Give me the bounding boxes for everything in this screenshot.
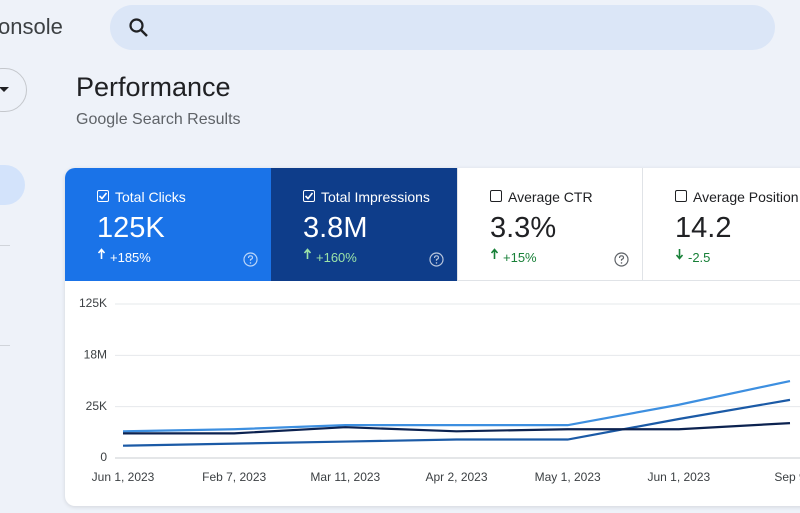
metric-tile[interactable]: Average Position 14.2 -2.5 <box>642 168 800 281</box>
check-mark <box>98 192 108 200</box>
help-icon[interactable] <box>243 252 258 272</box>
metric-value: 3.3% <box>490 212 557 244</box>
metric-tile[interactable]: Total Impressions 3.8M +160% <box>271 168 457 281</box>
check-mark <box>304 192 314 200</box>
y-tick-label: 125K <box>79 296 107 310</box>
metric-tile[interactable]: Average CTR 3.3% +15% <box>457 168 642 281</box>
help-glyph <box>614 252 629 267</box>
x-tick-label: Apr 2, 2023 <box>425 470 487 484</box>
change-arrow <box>675 248 684 263</box>
nav-divider <box>0 245 10 246</box>
x-tick-label: Mar 11, 2023 <box>310 470 380 484</box>
series-line <box>122 398 791 447</box>
arrow-icon <box>303 248 312 259</box>
help-icon[interactable] <box>614 252 629 272</box>
checkbox[interactable] <box>97 190 109 202</box>
metric-value: 3.8M <box>303 212 368 244</box>
metric-value: 14.2 <box>675 212 732 244</box>
change-arrow <box>303 248 312 263</box>
arrow-icon <box>675 249 684 260</box>
metric-tile[interactable]: Total Clicks 125K +185% <box>65 168 271 281</box>
x-tick-label: May 1, 2023 <box>535 470 601 484</box>
chart: 0 25K 18M 125K Jun 1, 2023 Feb 7, 2023 Mar 11,… <box>79 296 800 484</box>
dropdown-arrow <box>0 87 9 92</box>
x-tick-label: Jun 1, 2023 <box>92 470 155 484</box>
y-tick-label: 0 <box>100 450 107 464</box>
metric-label: Average CTR <box>508 189 593 205</box>
x-tick-label: Sep 9 <box>774 470 800 484</box>
metric-label: Total Clicks <box>115 189 186 205</box>
help-glyph <box>243 252 258 267</box>
nav-divider <box>0 345 10 346</box>
metric-change: +185% <box>110 250 151 265</box>
arrow-icon <box>97 248 106 259</box>
metric-change: +160% <box>316 250 357 265</box>
change-arrow <box>97 248 106 263</box>
checkbox[interactable] <box>675 190 687 202</box>
checkbox[interactable] <box>303 190 315 202</box>
series-line <box>122 379 791 433</box>
change-arrow <box>490 248 499 263</box>
metric-label: Total Impressions <box>321 189 430 205</box>
arrow-icon <box>490 248 499 259</box>
performance-card: Total Clicks 125K +185% Total Impressions 3.… <box>65 168 800 506</box>
series-line <box>123 421 791 435</box>
property-selector[interactable] <box>0 68 27 112</box>
x-tick-label: Jun 1, 2023 <box>647 470 710 484</box>
search-bar[interactable] <box>110 5 775 50</box>
page-subtitle: Google Search Results <box>76 111 241 128</box>
checkbox[interactable] <box>490 190 502 202</box>
metric-value: 125K <box>97 212 165 244</box>
metric-change: +15% <box>503 250 537 265</box>
app-title: onsole <box>0 14 63 39</box>
y-tick-label: 18M <box>84 348 107 362</box>
help-icon[interactable] <box>429 252 444 272</box>
x-tick-label: Feb 7, 2023 <box>202 470 266 484</box>
search-icon <box>129 18 148 37</box>
nav-item-active[interactable] <box>0 165 25 205</box>
y-tick-label: 25K <box>86 399 107 413</box>
page-title: Performance <box>76 72 231 102</box>
metric-label: Average Position <box>693 189 799 205</box>
help-glyph <box>429 252 444 267</box>
metric-change: -2.5 <box>688 250 711 265</box>
